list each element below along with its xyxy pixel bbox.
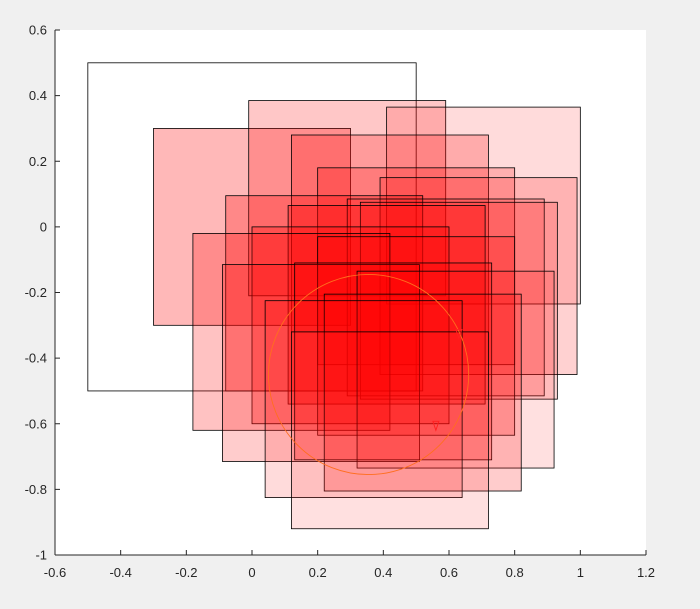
- y-tick-label: 0.6: [29, 23, 47, 38]
- rectangle-mark-8: [346, 198, 545, 397]
- y-tick-label: -0.2: [25, 285, 47, 300]
- x-tick-label: 0: [248, 565, 255, 580]
- rectangle-mark-10: [287, 205, 486, 405]
- x-tick-label: 1: [577, 565, 584, 580]
- circle-trajectory: [267, 274, 470, 476]
- y-tick-label: 0.2: [29, 154, 47, 169]
- rectangle-mark-14: [222, 264, 420, 462]
- rectangle-mark-19: [290, 331, 489, 530]
- rectangle-mark-18: [264, 300, 463, 498]
- x-tick-label: 0.4: [374, 565, 392, 580]
- x-tick-label: 0.2: [309, 565, 327, 580]
- rectangle-mark-15: [294, 262, 493, 461]
- y-tick-label: -0.4: [25, 351, 47, 366]
- y-tick-label: 0.4: [29, 88, 47, 103]
- x-tick-label: -0.4: [109, 565, 131, 580]
- x-ticks: -0.6 -0.4 -0.2 0 0.2 0.4 0.6 0.8 1 1.2: [44, 550, 655, 580]
- y-tick-label: 0: [40, 219, 47, 234]
- y-tick-label: -1: [35, 548, 47, 563]
- x-tick-label: -0.6: [44, 565, 66, 580]
- rectangle-mark-11: [251, 226, 450, 425]
- rectangles-layer: [87, 62, 581, 530]
- y-tick-label: -0.8: [25, 482, 47, 497]
- rectangle-mark-13: [317, 236, 516, 436]
- x-tick-label: -0.2: [175, 565, 197, 580]
- arrowhead-mark-1: [432, 420, 440, 432]
- arrowhead-mark-0: [455, 328, 463, 340]
- x-tick-label: 0.8: [506, 565, 524, 580]
- x-tick-label: 1.2: [637, 565, 655, 580]
- y-tick-label: -0.6: [25, 416, 47, 431]
- x-tick-label: 0.6: [440, 565, 458, 580]
- overlay-layer: [267, 274, 470, 476]
- y-ticks: -1 -0.8 -0.6 -0.4 -0.2 0 0.2 0.4 0.6: [25, 23, 60, 563]
